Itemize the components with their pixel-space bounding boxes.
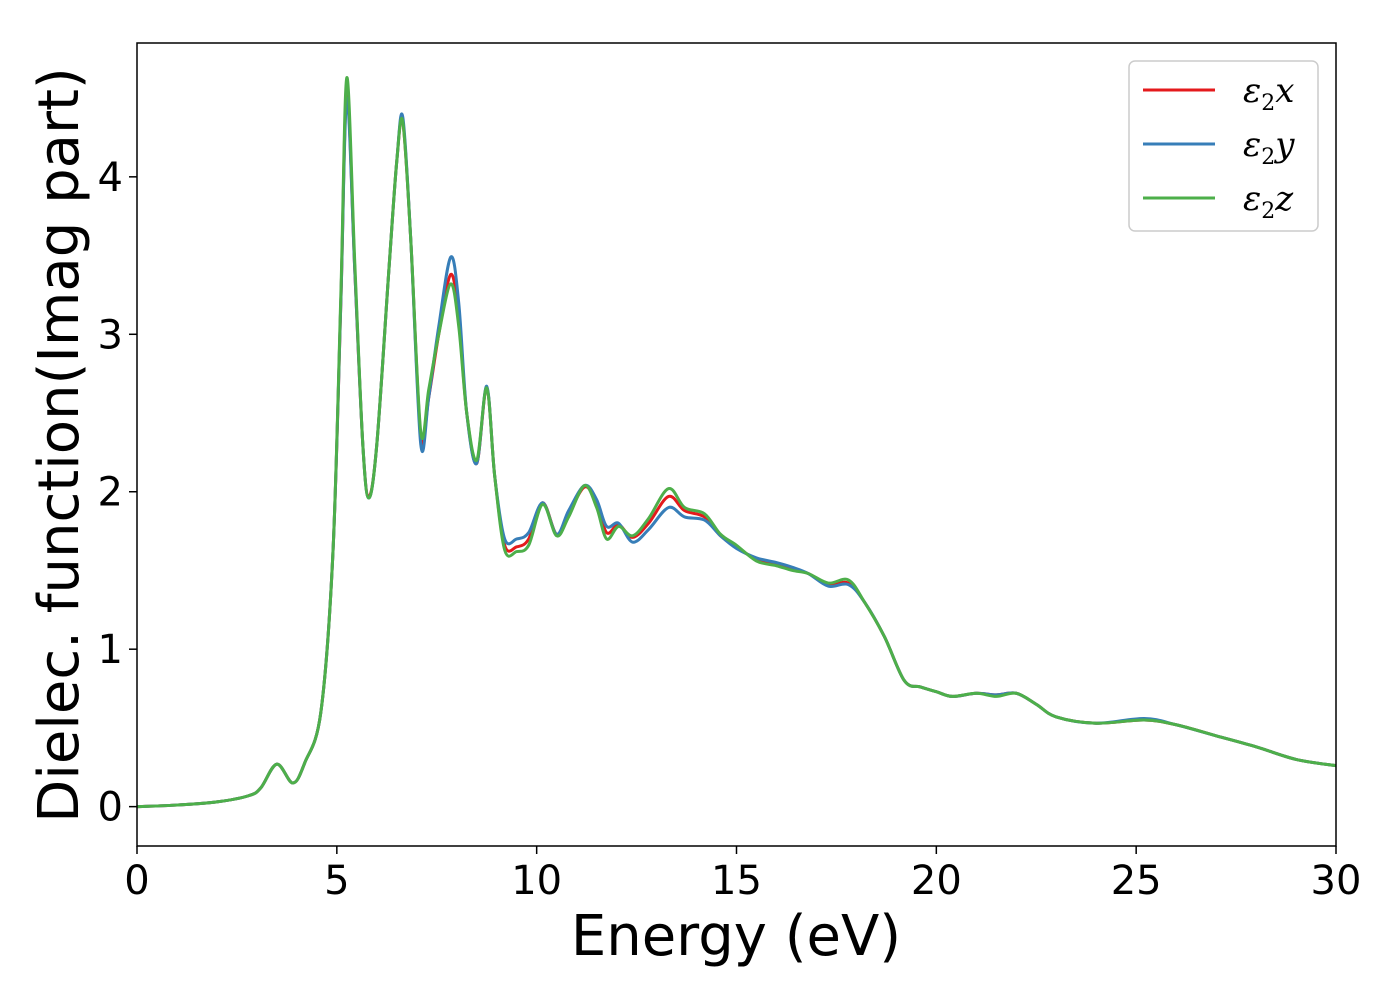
y-tick-label: 0 <box>98 785 123 831</box>
x-tick-label: 20 <box>911 858 962 904</box>
x-tick-label: 25 <box>1111 858 1162 904</box>
x-axis-label: Energy (eV) <box>571 904 901 969</box>
y-tick-label: 2 <box>98 470 123 516</box>
y-axis-ticks: 0 1 2 3 4 <box>98 155 137 831</box>
y-axis-label: Dielec. function(Imag part) <box>27 67 92 823</box>
legend-label-z: ε2z <box>1243 179 1294 224</box>
legend-label-y: ε2y <box>1243 125 1295 170</box>
legend-label-x: ε2x <box>1243 71 1294 116</box>
x-tick-label: 5 <box>324 858 349 904</box>
x-axis-ticks: 0 5 10 15 20 25 30 <box>124 846 1361 904</box>
x-tick-label: 15 <box>711 858 762 904</box>
series-layer <box>136 76 1337 809</box>
y-tick-label: 4 <box>98 155 123 201</box>
y-tick-label: 1 <box>98 627 123 673</box>
series-line-z <box>136 76 1337 809</box>
x-tick-label: 0 <box>124 858 149 904</box>
legend: ε2x ε2y ε2z <box>1128 60 1319 232</box>
legend-box <box>1128 60 1319 232</box>
x-tick-label: 10 <box>511 858 562 904</box>
x-tick-label: 30 <box>1311 858 1362 904</box>
y-tick-label: 3 <box>98 312 123 358</box>
